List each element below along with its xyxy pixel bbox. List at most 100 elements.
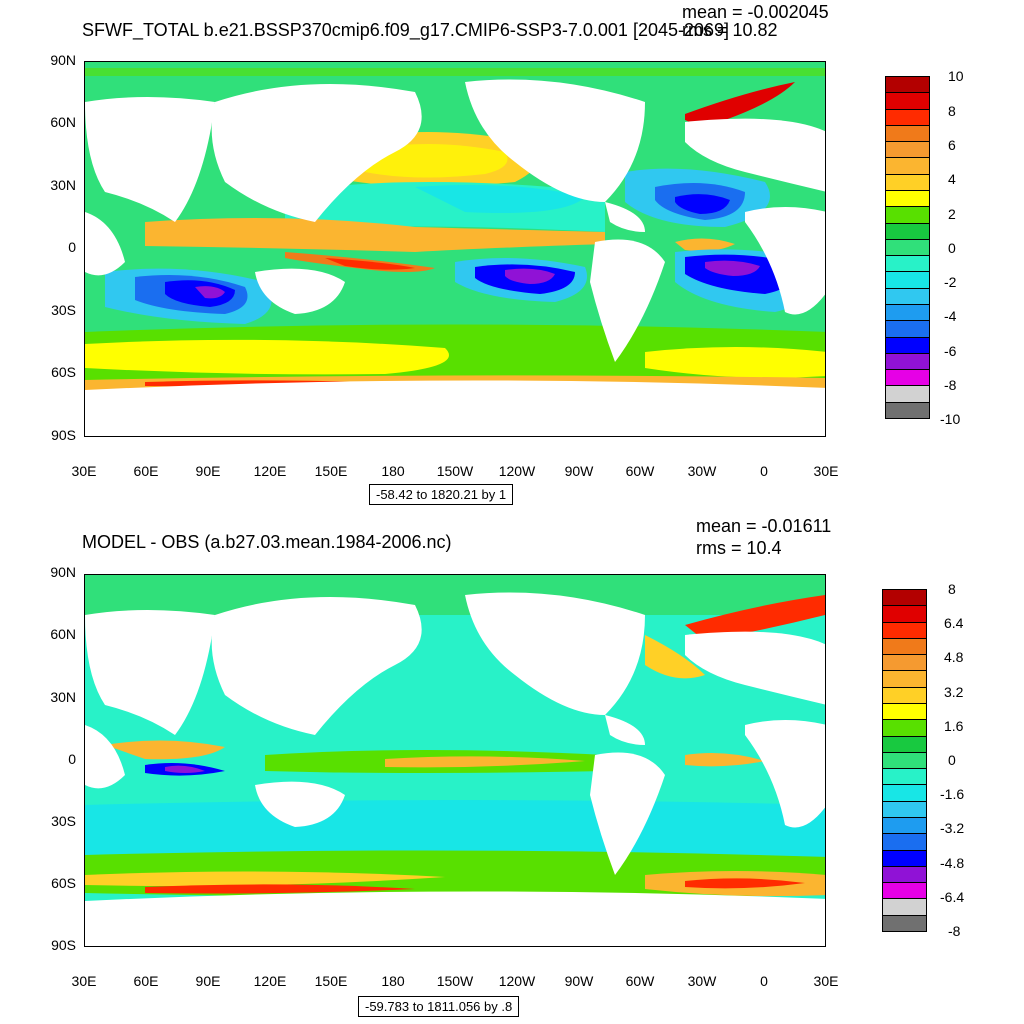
colorbar-box <box>885 238 930 257</box>
lon-tick: 60W <box>625 973 655 989</box>
lon-tick: 150E <box>314 973 348 989</box>
lon-tick: 120W <box>498 973 536 989</box>
rms-value: rms = 10.4 <box>696 538 782 558</box>
lon-tick: 60W <box>625 463 655 479</box>
colorbar-box <box>885 255 930 273</box>
colorbar-box <box>882 898 927 916</box>
colorbar-label: -8 <box>948 923 961 939</box>
lat-tick: 0 <box>68 239 76 255</box>
colorbar-box <box>885 141 930 159</box>
map-plot <box>84 61 826 437</box>
colorbar-label: 8 <box>948 581 956 597</box>
colorbar-box <box>885 336 930 354</box>
colorbar-box <box>882 914 927 932</box>
lon-tick: 90E <box>195 973 221 989</box>
lon-tick: 30E <box>71 463 97 479</box>
lat-tick: 30N <box>50 177 76 193</box>
colorbar-box <box>885 206 930 224</box>
colorbar-box <box>882 654 927 672</box>
colorbar-label: -10 <box>940 411 961 427</box>
colorbar-box <box>882 882 927 900</box>
colorbar-box <box>885 304 930 322</box>
colorbar-box <box>882 703 927 721</box>
lon-tick: 150W <box>436 973 474 989</box>
lat-tick: 60N <box>50 626 76 642</box>
lat-tick: 90S <box>51 427 76 443</box>
colorbar <box>885 76 930 419</box>
colorbar-box <box>882 605 927 623</box>
rms-value: rms = 10.82 <box>682 20 778 40</box>
colorbar-box <box>885 190 930 208</box>
lon-tick: 180 <box>381 463 405 479</box>
colorbar-box <box>882 817 927 835</box>
lon-tick: 30E <box>71 973 97 989</box>
panel-model-minus-obs: MODEL - OBS (a.b27.03.mean.1984-2006.nc)… <box>0 512 1024 1024</box>
colorbar-label: 0 <box>948 752 956 768</box>
colorbar-label: 2 <box>948 206 956 222</box>
colorbar-box <box>882 849 927 867</box>
lat-tick: 30S <box>51 813 76 829</box>
lon-tick: 150E <box>314 463 348 479</box>
colorbar-box <box>885 287 930 305</box>
colorbar-box <box>882 751 927 770</box>
map-field <box>85 575 825 946</box>
lon-tick: 30W <box>687 973 717 989</box>
colorbar-label: -6 <box>944 343 957 359</box>
colorbar-label: 4 <box>948 171 956 187</box>
colorbar-box <box>882 784 927 802</box>
lon-tick: 150W <box>436 463 474 479</box>
lat-tick: 90N <box>50 564 76 580</box>
colorbar-label: -2 <box>944 274 957 290</box>
colorbar-box <box>882 589 927 607</box>
lon-tick: 90E <box>195 463 221 479</box>
colorbar-box <box>882 637 927 656</box>
colorbar-box <box>882 833 927 851</box>
colorbar-box <box>885 320 930 338</box>
lat-tick: 60S <box>51 875 76 891</box>
lon-tick: 30W <box>687 463 717 479</box>
lon-tick: 60E <box>133 973 159 989</box>
colorbar-label: -4 <box>944 308 957 324</box>
colorbar-box <box>882 768 927 786</box>
map-field <box>85 62 825 436</box>
lon-tick: 60E <box>133 463 159 479</box>
colorbar-label: -6.4 <box>940 889 965 905</box>
contour-range-label: -58.42 to 1820.21 by 1 <box>369 484 514 505</box>
colorbar-box <box>885 173 930 191</box>
lon-tick: 0 <box>760 463 768 479</box>
lon-tick: 0 <box>760 973 768 989</box>
lat-tick: 60S <box>51 364 76 380</box>
lon-tick: 90W <box>564 463 594 479</box>
lon-tick: 30E <box>813 973 839 989</box>
colorbar-box <box>885 157 930 175</box>
colorbar-box <box>882 735 927 753</box>
lon-tick: 90W <box>564 973 594 989</box>
colorbar-label: 6.4 <box>944 615 964 631</box>
colorbar-box <box>882 686 927 704</box>
lon-tick: 120E <box>253 463 287 479</box>
lat-tick: 60N <box>50 114 76 130</box>
lon-tick: 120E <box>253 973 287 989</box>
panel-title: SFWF_TOTAL b.e21.BSSP370cmip6.f09_g17.CM… <box>82 20 730 40</box>
colorbar-label: -8 <box>944 377 957 393</box>
colorbar-label: 3.2 <box>944 684 964 700</box>
colorbar-box <box>882 670 927 688</box>
colorbar-label: 4.8 <box>944 649 964 665</box>
colorbar-box <box>885 385 930 403</box>
colorbar-label: -3.2 <box>940 820 965 836</box>
map-plot <box>84 574 826 947</box>
colorbar-box <box>885 124 930 143</box>
colorbar-label: 0 <box>948 240 956 256</box>
lon-tick: 30E <box>813 463 839 479</box>
colorbar-box <box>885 92 930 110</box>
lat-tick: 30S <box>51 302 76 318</box>
lon-tick: 120W <box>498 463 536 479</box>
colorbar-box <box>885 369 930 387</box>
colorbar-box <box>882 621 927 639</box>
colorbar-box <box>885 271 930 289</box>
colorbar-box <box>885 352 930 371</box>
colorbar-label: 6 <box>948 137 956 153</box>
colorbar-box <box>882 719 927 737</box>
colorbar-label: -1.6 <box>940 786 965 802</box>
panel-sfwf-total: SFWF_TOTAL b.e21.BSSP370cmip6.f09_g17.CM… <box>50 2 964 505</box>
